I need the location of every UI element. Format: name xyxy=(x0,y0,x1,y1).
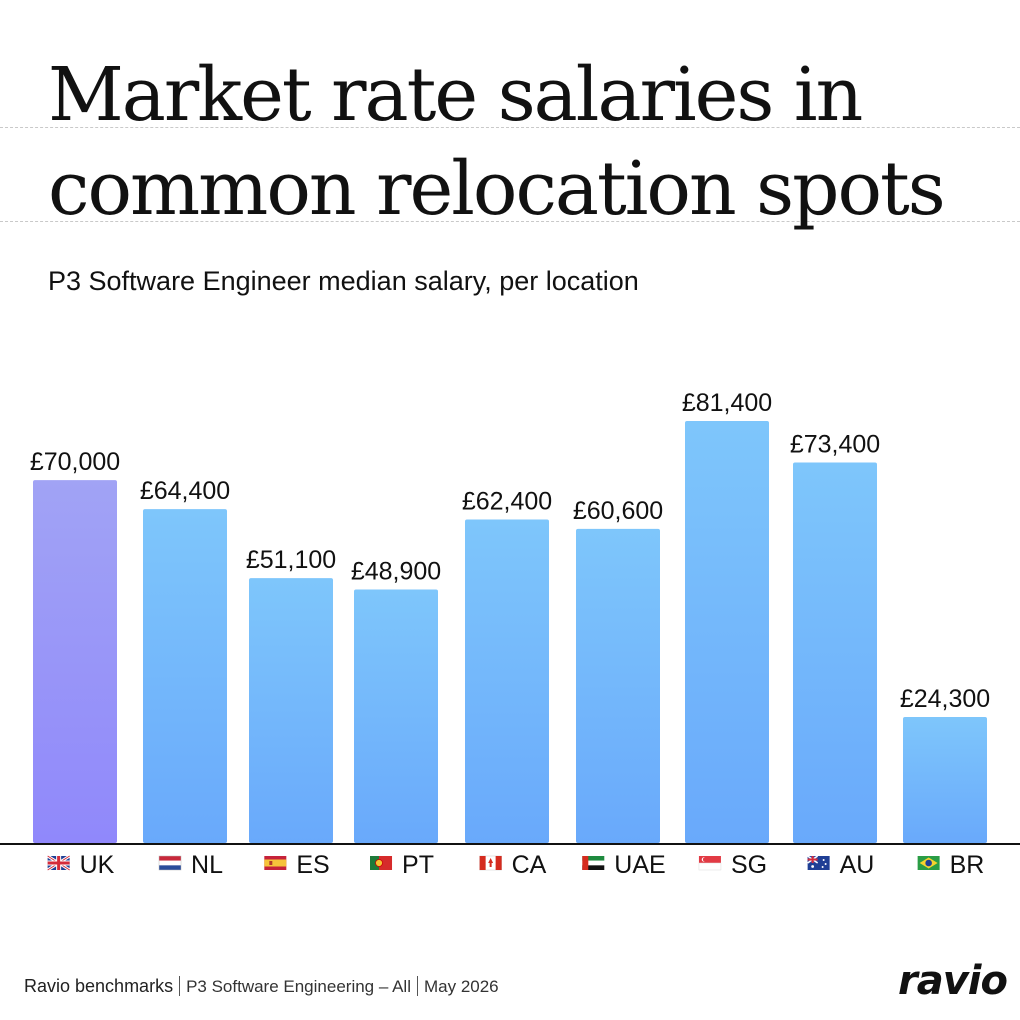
sg-flag-icon xyxy=(698,856,722,871)
data-label-ca: £62,400 xyxy=(462,488,552,516)
footer-date: May 2026 xyxy=(423,977,499,996)
tick-label-uk: UK xyxy=(46,851,115,879)
ca-flag-icon xyxy=(479,855,502,871)
data-label-pt: £48,900 xyxy=(351,557,441,585)
bar-nl xyxy=(143,509,227,843)
nl-flag-icon xyxy=(158,855,182,871)
bar-chart: £70,000 £64,400 £51,100 £48,900 £62,400 £60,6… xyxy=(0,389,1020,879)
tick-label-sg: SG xyxy=(698,851,767,879)
data-label-br: £24,300 xyxy=(900,685,990,713)
uk-flag-icon xyxy=(46,854,71,872)
tick-text-es: ES xyxy=(296,851,329,879)
ravio-logo: ravio xyxy=(898,958,1008,1004)
tick-label-es: ES xyxy=(264,851,330,879)
tick-label-pt: PT xyxy=(370,851,434,879)
tick-label-au: AU xyxy=(807,851,875,879)
data-label-sg: £81,400 xyxy=(682,389,772,417)
data-label-nl: £64,400 xyxy=(140,477,230,505)
br-flag-icon xyxy=(917,856,940,870)
chart-title: Market rate salaries in common relocatio… xyxy=(48,48,1008,236)
guide-line-top xyxy=(0,127,1020,128)
data-label-au: £73,400 xyxy=(790,430,880,458)
footer-divider xyxy=(416,976,418,996)
tick-text-ca: CA xyxy=(512,851,547,879)
tick-text-br: BR xyxy=(950,851,985,879)
footer-dataset: P3 Software Engineering – All xyxy=(186,977,411,996)
au-flag-icon xyxy=(807,855,830,870)
guide-line-bottom xyxy=(0,221,1020,222)
bar-br xyxy=(903,717,987,843)
data-label-uk: £70,000 xyxy=(30,448,120,476)
tick-text-uk: UK xyxy=(80,851,115,879)
tick-label-nl: NL xyxy=(158,851,223,879)
bar-sg xyxy=(685,421,769,843)
data-label-es: £51,100 xyxy=(246,546,336,574)
tick-text-nl: NL xyxy=(191,851,223,879)
tick-text-uae: UAE xyxy=(614,851,665,879)
bar-ca xyxy=(465,519,549,843)
bar-uk xyxy=(33,480,117,843)
footer-divider xyxy=(179,976,181,996)
pt-flag-icon xyxy=(370,856,393,870)
es-flag-icon xyxy=(264,856,287,870)
uae-flag-icon xyxy=(582,856,605,870)
bar-au xyxy=(793,462,877,843)
footer-source: Ravio benchmarks xyxy=(24,976,174,996)
chart-title-line-1: Market rate salaries in xyxy=(48,52,863,138)
tick-text-pt: PT xyxy=(402,851,434,879)
data-label-uae: £60,600 xyxy=(573,497,663,525)
chart-subtitle: P3 Software Engineer median salary, per … xyxy=(48,266,639,296)
tick-text-sg: SG xyxy=(731,851,767,879)
tick-text-au: AU xyxy=(840,851,875,879)
tick-label-uae: UAE xyxy=(582,851,666,879)
chart-title-line-2: common relocation spots xyxy=(48,146,946,232)
footer: Ravio benchmarks P3 Software Engineering … xyxy=(24,976,499,997)
bar-es xyxy=(249,578,333,843)
tick-label-br: BR xyxy=(917,851,985,879)
bar-uae xyxy=(576,528,660,843)
bar-pt xyxy=(354,589,438,843)
tick-label-ca: CA xyxy=(479,851,547,879)
